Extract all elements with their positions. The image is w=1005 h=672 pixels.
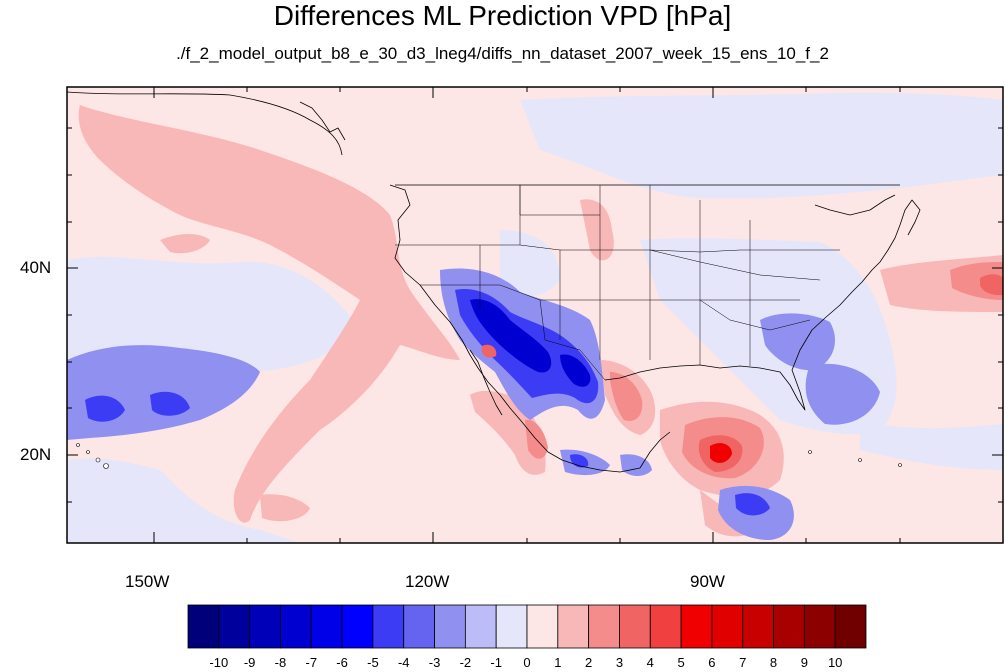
colorbar-tick-label: -3 <box>428 655 441 670</box>
contour-field <box>67 87 1003 543</box>
colorbar-tick-label: -10 <box>209 655 229 670</box>
map-subtitle: ./f_2_model_output_b8_e_30_d3_lneg4/diff… <box>176 44 829 63</box>
colorbar-tick-label: 1 <box>554 655 562 670</box>
colorbar-swatch <box>588 604 620 649</box>
colorbar-tick-label: 10 <box>827 655 843 670</box>
colorbar-tick-label: 3 <box>615 655 624 670</box>
colorbar-tick-label: -2 <box>459 655 472 670</box>
map-title: Differences ML Prediction VPD [hPa] <box>273 0 732 31</box>
colorbar-tick-label: 9 <box>800 655 808 670</box>
colorbar-swatch <box>680 604 713 649</box>
colorbar-swatch <box>403 604 435 649</box>
islands <box>76 443 902 469</box>
colorbar-swatch <box>742 604 774 649</box>
lat-label-20n: 20N <box>20 445 52 464</box>
lon-label-150w: 150W <box>125 572 170 591</box>
colorbar-swatch <box>434 604 466 649</box>
colorbar-swatch <box>619 604 651 649</box>
colorbar-tick-label: -1 <box>490 655 502 670</box>
lat-label-40n: 40N <box>20 258 52 277</box>
baja-positive-blob <box>481 344 497 358</box>
colorbar-tick-label: 4 <box>646 655 654 670</box>
colorbar-swatch <box>310 604 343 649</box>
colorbar-swatch <box>495 604 528 649</box>
colorbar-swatch <box>834 604 867 649</box>
colorbar-swatch <box>803 604 836 649</box>
colorbar-tick-label: 0 <box>523 655 531 670</box>
colorbar-swatch <box>372 604 405 649</box>
colorbar-tick-label: 5 <box>677 655 685 670</box>
colorbar-tick-label: 7 <box>739 655 747 670</box>
colorbar-swatch <box>218 604 251 649</box>
colorbar-tick-label: -9 <box>243 655 256 670</box>
colorbar-swatch <box>711 604 744 649</box>
colorbar-tick-label: -6 <box>336 655 348 670</box>
colorbar-tick-label: 2 <box>585 655 593 670</box>
region-positive-6-8 <box>710 443 732 463</box>
colorbar-swatch <box>249 604 281 649</box>
axis-ticks <box>67 87 1003 543</box>
state-borders <box>395 185 840 381</box>
colorbar-tick-label: -7 <box>305 655 318 670</box>
colorbar <box>187 604 867 649</box>
colorbar-swatch <box>557 604 590 649</box>
lon-label-90w: 90W <box>690 572 725 591</box>
region-negative-7-10 <box>470 299 591 387</box>
colorbar-swatch <box>464 604 497 649</box>
colorbar-tick-label: -8 <box>274 655 287 670</box>
colorbar-swatch <box>526 604 559 649</box>
colorbar-swatch <box>187 604 220 649</box>
colorbar-tick-label: 8 <box>769 655 778 670</box>
colorbar-swatch <box>773 604 805 649</box>
lon-label-120w: 120W <box>405 572 450 591</box>
colorbar-tick-label: -5 <box>367 655 379 670</box>
colorbar-tick-label: -4 <box>397 655 410 670</box>
colorbar-swatch <box>341 604 374 649</box>
colorbar-tick-label: 6 <box>708 655 716 670</box>
colorbar-swatch <box>280 604 312 649</box>
colorbar-swatch <box>649 604 682 649</box>
